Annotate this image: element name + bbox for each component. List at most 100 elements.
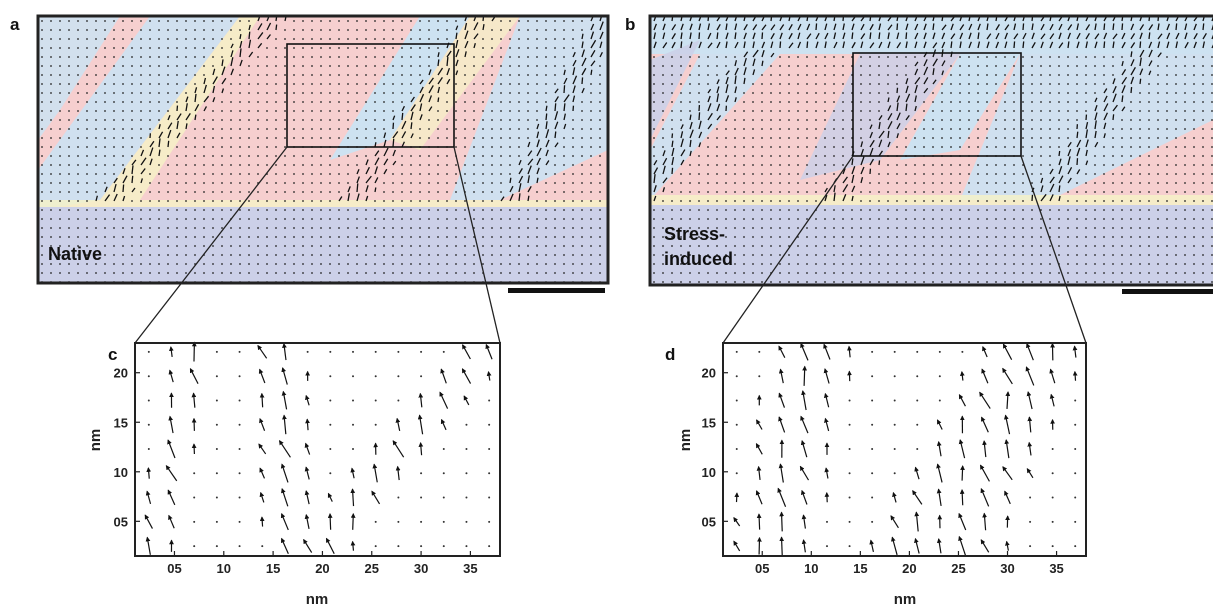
grid-dot <box>1013 173 1015 175</box>
grid-dot <box>824 263 826 265</box>
polarization-arrow <box>383 147 389 157</box>
grid-dot <box>527 83 529 85</box>
grid-dot <box>815 83 817 85</box>
grid-dot <box>689 164 691 166</box>
polarization-arrow <box>671 33 676 40</box>
polarization-arrow <box>113 183 117 193</box>
grid-dot <box>905 227 907 229</box>
grid-dot <box>176 182 178 184</box>
polarization-arrow <box>806 33 812 40</box>
grid-dot <box>122 92 124 94</box>
grid-dot <box>1112 254 1114 256</box>
grid-dot <box>329 128 331 130</box>
grid-dot <box>428 128 430 130</box>
grid-dot <box>95 137 97 139</box>
grid-dot <box>518 227 520 229</box>
grid-dot <box>347 92 349 94</box>
grid-dot <box>761 110 763 112</box>
grid-dot <box>959 128 961 130</box>
grid-dot <box>914 56 916 58</box>
grid-dot <box>824 83 826 85</box>
grid-dot <box>167 29 169 31</box>
grid-dot <box>203 173 205 175</box>
grid-dot <box>1013 65 1015 67</box>
grid-dot <box>356 137 358 139</box>
grid-dot <box>1013 146 1015 148</box>
grid-dot <box>167 83 169 85</box>
grid-dot <box>1004 281 1006 283</box>
grid-dot <box>320 83 322 85</box>
grid-dot <box>104 128 106 130</box>
grid-dot <box>761 74 763 76</box>
grid-dot <box>275 254 277 256</box>
grid-dot <box>788 254 790 256</box>
polarization-arrow <box>671 24 677 31</box>
displacement-arrow <box>1004 439 1010 459</box>
grid-dot <box>833 128 835 130</box>
polarization-arrow <box>716 86 720 94</box>
grid-dot <box>788 200 790 202</box>
polarization-arrow <box>1121 23 1124 31</box>
polarization-arrow <box>410 122 413 130</box>
grid-dot <box>86 92 88 94</box>
grid-dot <box>581 20 583 22</box>
grid-dot <box>779 263 781 265</box>
grid-dot <box>905 236 907 238</box>
polarization-arrow <box>1103 32 1108 40</box>
grid-dot <box>509 20 511 22</box>
grid-dot <box>1175 137 1177 139</box>
grid-dot <box>59 20 61 22</box>
polarization-arrow <box>428 77 434 85</box>
polarization-arrow <box>887 121 893 130</box>
grid-dot <box>338 101 340 103</box>
grid-dot <box>527 263 529 265</box>
grid-dot <box>995 209 997 211</box>
grid-dot <box>914 272 916 274</box>
grid-dot <box>465 520 468 523</box>
grid-dot <box>50 218 52 220</box>
grid-dot <box>1184 191 1186 193</box>
grid-dot <box>68 164 70 166</box>
grid-dot <box>527 20 529 22</box>
polarization-arrow <box>923 59 928 67</box>
grid-dot <box>1157 200 1159 202</box>
grid-dot <box>266 128 268 130</box>
grid-dot <box>104 110 106 112</box>
grid-dot <box>977 200 979 202</box>
grid-dot <box>824 245 826 247</box>
grid-dot <box>365 29 367 31</box>
grid-dot <box>1004 110 1006 112</box>
polarization-arrow <box>1049 194 1054 202</box>
grid-dot <box>482 254 484 256</box>
grid-dot <box>59 74 61 76</box>
grid-dot <box>1211 65 1213 67</box>
grid-dot <box>1202 227 1204 229</box>
polarization-arrow <box>572 51 576 58</box>
grid-dot <box>581 128 583 130</box>
grid-dot <box>311 56 313 58</box>
polarization-arrow <box>761 41 766 49</box>
polarization-arrow <box>383 132 387 139</box>
polarization-arrow <box>536 147 542 157</box>
grid-dot <box>1022 146 1024 148</box>
grid-dot <box>257 128 259 130</box>
grid-dot <box>86 245 88 247</box>
grid-dot <box>140 146 142 148</box>
polarization-arrow <box>1094 23 1097 31</box>
grid-dot <box>266 146 268 148</box>
grid-dot <box>122 137 124 139</box>
grid-dot <box>848 399 851 402</box>
polarization-arrow <box>653 174 656 184</box>
displacement-arrow <box>258 443 267 455</box>
grid-dot <box>1148 200 1150 202</box>
grid-dot <box>401 74 403 76</box>
grid-dot <box>599 200 601 202</box>
grid-dot <box>491 236 493 238</box>
polarization-arrow <box>590 39 597 49</box>
polarization-arrow <box>950 23 954 31</box>
polarization-arrow <box>437 52 440 58</box>
grid-dot <box>215 472 218 475</box>
grid-dot <box>131 119 133 121</box>
grid-dot <box>896 200 898 202</box>
grid-dot <box>374 65 376 67</box>
